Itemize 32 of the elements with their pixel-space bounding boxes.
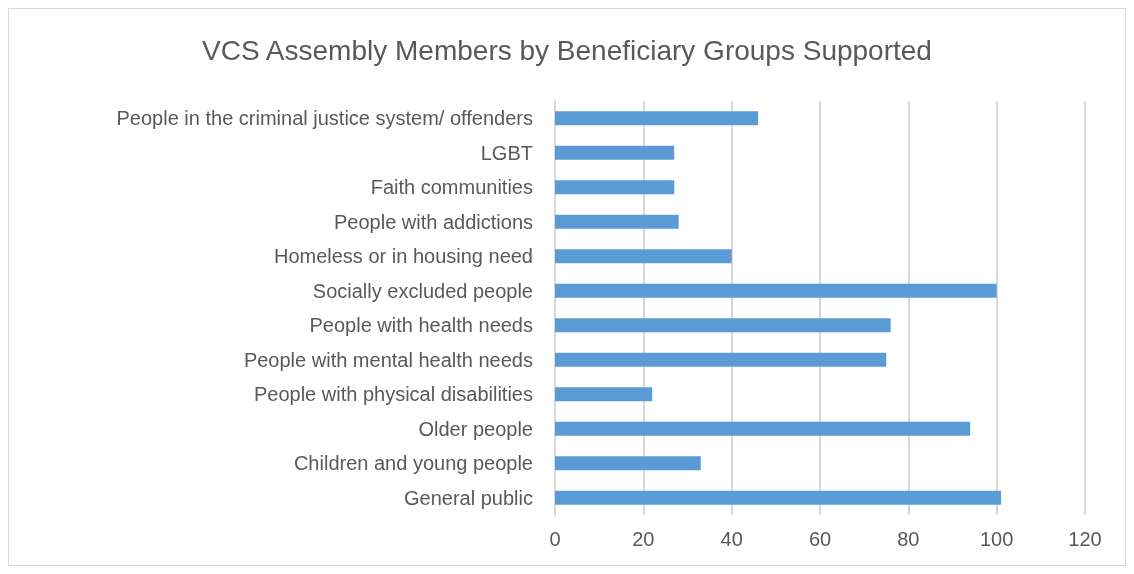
y-tick-label: Homeless or in housing need [273,245,533,268]
y-tick-label: LGBT [480,141,533,164]
bar [555,456,701,471]
y-tick-label: General public [404,486,533,509]
bar [555,249,732,264]
x-tick-label: 20 [632,528,655,550]
bar [555,145,675,160]
x-tick-label: 80 [897,528,920,550]
y-tick-label: Children and young people [293,452,533,475]
y-tick-label: People with mental health needs [243,348,533,371]
chart-title: VCS Assembly Members by Beneficiary Groups Supported [202,34,932,66]
y-tick-label: People with addictions [333,210,533,233]
y-tick-label: People with physical disabilities [253,383,533,406]
x-tick-label: 60 [808,528,832,550]
bar [555,352,887,367]
y-tick-label: People with health needs [309,314,533,337]
y-tick-label: Older people [418,417,533,440]
bar [555,490,1002,505]
x-tick-label: 120 [1068,528,1102,550]
bar [555,180,675,195]
y-tick-label: Faith communities [370,176,533,199]
y-tick-label: People in the criminal justice system/ offenders [116,107,533,130]
bar [555,387,653,402]
x-tick-label: 0 [549,528,561,550]
bar [555,421,971,436]
x-tick-label: 100 [979,528,1014,550]
y-tick-label: Socially excluded people [312,279,533,302]
bar [555,111,759,126]
bar [555,214,679,229]
bar [555,318,891,333]
bar [555,283,997,298]
x-tick-label: 40 [720,528,743,550]
